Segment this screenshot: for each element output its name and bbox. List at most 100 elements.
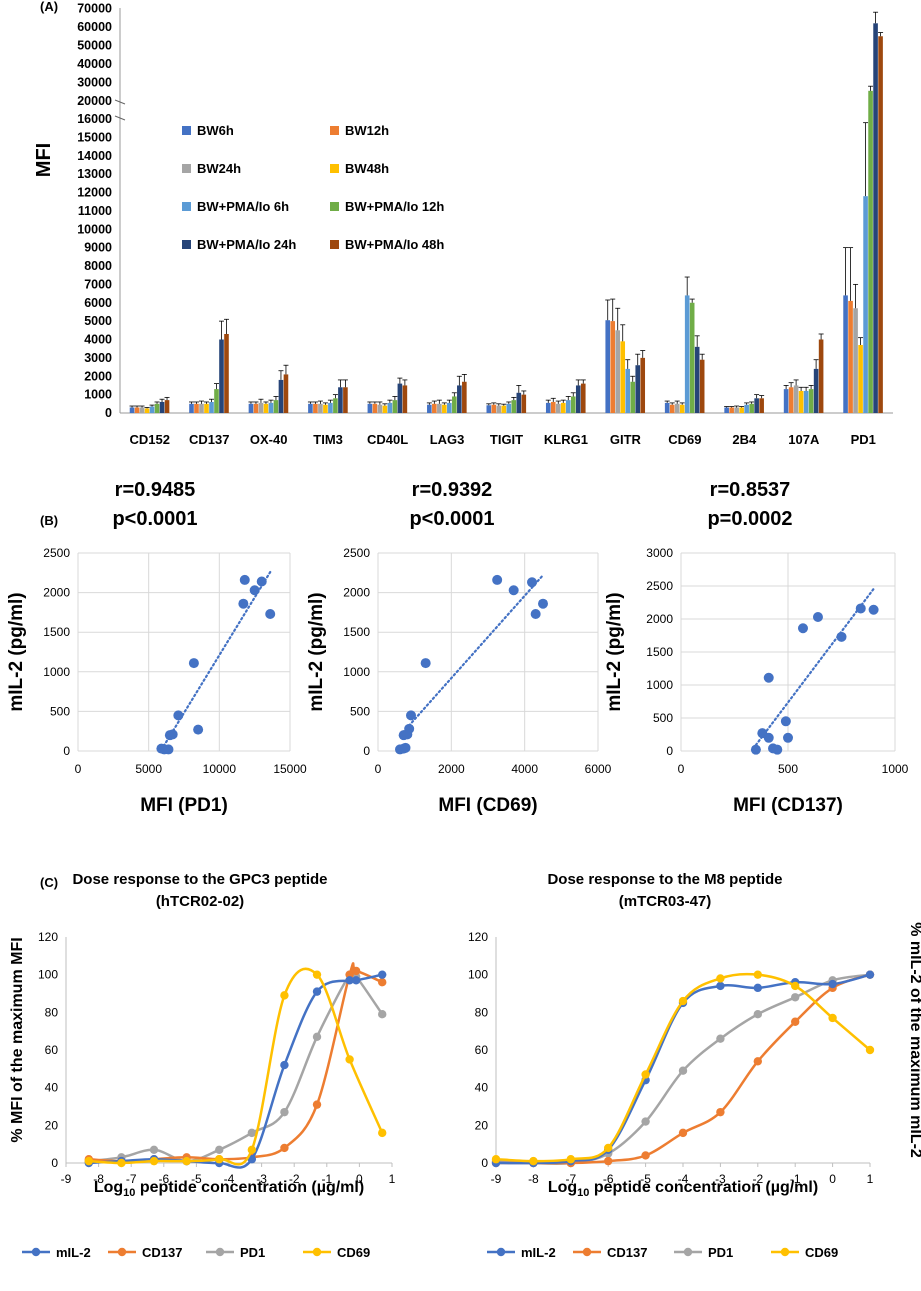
bar: [159, 401, 165, 413]
scatter-point: [783, 732, 793, 743]
trendline: [398, 574, 545, 737]
bar: [694, 346, 700, 413]
bar: [432, 403, 437, 413]
panel-b-label: (B): [40, 513, 58, 528]
y-tick-label: 11000: [78, 204, 112, 218]
legend-swatch: [330, 240, 339, 249]
bar: [149, 406, 155, 413]
legend-entry: BW12h: [345, 123, 389, 138]
y-axis-label: mIL-2 (pg/ml): [604, 592, 625, 711]
series-point: [280, 991, 289, 1000]
chart-subtitle: (mTCR03-47): [619, 893, 712, 910]
y-tick-label: 2000: [84, 369, 112, 383]
scatter-point: [530, 608, 541, 619]
series-point: [828, 979, 837, 989]
trendline: [160, 570, 272, 751]
bar: [263, 403, 269, 413]
scatter-point: [167, 729, 178, 740]
scatter-point: [193, 724, 204, 735]
bar: [154, 403, 160, 413]
bar: [858, 345, 863, 413]
y-axis-label: % MFI of the maximum MFI: [9, 937, 26, 1142]
y-tick-label: 5000: [84, 314, 112, 328]
bar: [734, 407, 739, 413]
bar: [139, 407, 145, 413]
bar: [367, 403, 373, 413]
scatter-point: [855, 603, 866, 614]
series-point: [716, 1107, 725, 1117]
bar: [447, 402, 452, 413]
series-point: [641, 1070, 650, 1079]
correlation-r: r=0.9485: [115, 479, 196, 501]
bar: [575, 385, 581, 413]
x-tick-label: 2B4: [732, 432, 757, 447]
bar: [640, 357, 646, 413]
legend-swatch: [182, 202, 191, 211]
y-tick-label: 1500: [43, 625, 70, 639]
series-point: [678, 1128, 688, 1138]
series-point: [753, 1057, 762, 1066]
legend-entry: BW+PMA/Io 48h: [345, 237, 444, 252]
scatter-point: [265, 608, 276, 619]
y-tick-label: 0: [51, 1156, 58, 1170]
x-tick-label: 15000: [273, 762, 307, 776]
series-point: [378, 1010, 387, 1019]
bar: [630, 381, 636, 413]
scatter-point: [173, 710, 184, 721]
axis-break-mark: [114, 115, 126, 121]
bar: [204, 403, 209, 413]
series-point: [753, 1010, 762, 1019]
bar: [580, 383, 586, 413]
y-tick-label: 0: [63, 744, 70, 758]
legend-entry: CD69: [805, 1245, 838, 1260]
bar: [382, 405, 388, 413]
bar: [848, 300, 853, 413]
x-tick-label: -1: [321, 1172, 332, 1186]
panel-c-label: (C): [40, 875, 58, 890]
bar: [194, 403, 199, 413]
x-tick-label: TIM3: [313, 432, 343, 447]
scatter-point: [400, 742, 411, 753]
y-tick-label: 1000: [84, 388, 112, 402]
series-point: [312, 1032, 322, 1042]
series-line: [495, 972, 871, 1163]
bar: [699, 359, 705, 413]
bar: [437, 403, 442, 413]
bar: [164, 400, 170, 413]
bar: [610, 321, 616, 413]
legend-swatch: [330, 164, 339, 173]
y-tick-label: 20: [45, 1118, 59, 1132]
bar: [689, 302, 695, 413]
series-point: [345, 1055, 354, 1064]
scatter-point: [249, 585, 260, 596]
series-point: [117, 1158, 126, 1168]
bar: [560, 402, 566, 413]
bar: [749, 403, 754, 413]
scatter-point: [868, 604, 879, 615]
series-point: [149, 1156, 159, 1166]
bar: [684, 295, 690, 413]
bar: [669, 404, 675, 413]
bar: [209, 401, 214, 413]
bar: [511, 400, 517, 413]
bar: [635, 365, 641, 413]
bar: [878, 36, 883, 413]
bar: [565, 400, 571, 413]
bar: [144, 408, 150, 413]
scatter-point: [780, 716, 791, 727]
y-tick-label: 20000: [77, 94, 112, 108]
series-point: [566, 1155, 575, 1164]
x-tick-label: 5000: [135, 762, 162, 776]
x-tick-label: -2: [752, 1172, 763, 1186]
scatter-charts: r=0.9485 p<0.0001 0 500 1000 1500 2000 2500 0 500…: [6, 479, 909, 816]
series-line: [88, 967, 384, 1163]
series-point: [215, 1145, 224, 1155]
x-tick-label: -8: [93, 1172, 104, 1186]
bar: [788, 387, 794, 413]
series-line: [88, 973, 383, 1169]
y-axis-label: % mIL-2 of the maximum mIL-2: [907, 922, 921, 1158]
series-point: [753, 970, 762, 979]
bar: [343, 387, 348, 413]
x-tick-label: -2: [289, 1172, 300, 1186]
